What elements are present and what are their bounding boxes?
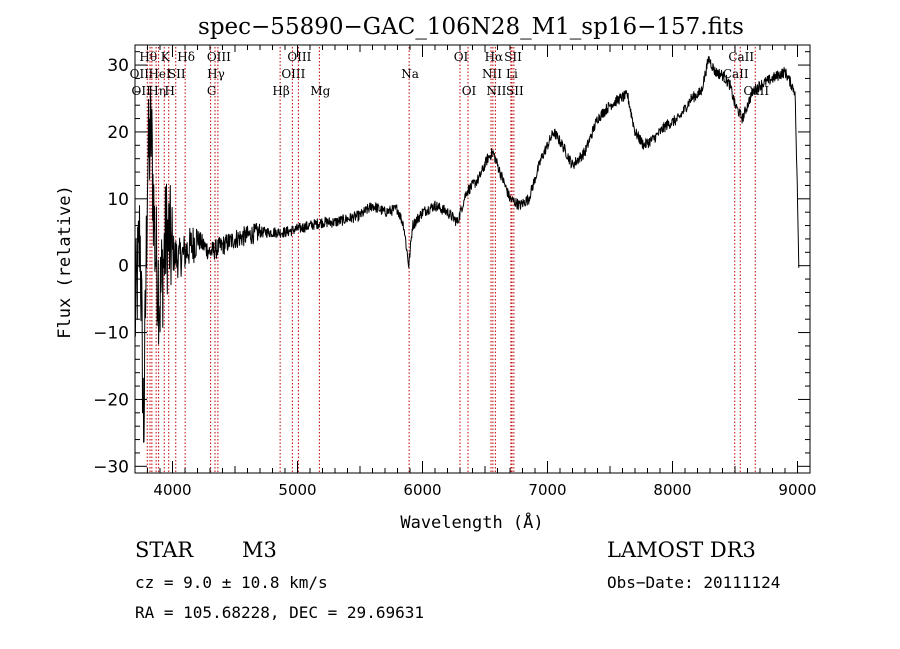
spectrum-line [134,56,800,443]
y-axis-label: Flux (relative) [55,185,75,339]
spectrum-series [134,56,800,443]
observation-date: Obs−Date: 20111124 [607,573,781,592]
x-tick-label: 8000 [653,481,691,499]
line-marker-label: Na [401,67,419,81]
line-marker-label: Hθ [139,50,157,64]
x-axis-label: Wavelength (Å) [400,511,543,533]
line-marker-label: Hη [148,84,166,98]
line-marker-label: OII [132,84,152,98]
line-marker-label: HeI [148,67,171,81]
line-marker-label: Mg [310,84,330,98]
line-marker-label: Hβ [272,84,289,98]
line-marker-label: SII [506,84,524,98]
chart-title: spec−55890−GAC_106N28_M1_sp16−157.fits [198,14,744,40]
line-markers: HθOIIOIIHηHeIKHSIIHδGHγOIIIHβOIIIOIIIMgN… [130,47,769,473]
line-marker-label: Li [506,67,518,81]
y-tick-label: −10 [93,324,129,344]
line-marker-label: CaII [723,67,749,81]
object-subclass: M3 [242,538,277,562]
survey-name: LAMOST DR3 [607,538,756,562]
y-tick-label: 0 [118,257,129,277]
x-tick-label: 9000 [778,481,816,499]
x-tick-label: 6000 [403,481,441,499]
x-tick-label: 7000 [528,481,566,499]
line-marker-label: SII [168,67,186,81]
line-marker-label: OIII [281,67,305,81]
line-marker-label: NII [482,67,502,81]
line-marker-label: OI [454,50,469,64]
line-marker-label: OIII [287,50,311,64]
x-tick-label: 4000 [153,481,191,499]
x-tick-label: 5000 [278,481,316,499]
plot-frame [134,44,811,474]
line-marker-label: Hδ [177,50,195,64]
line-marker-label: SII [504,50,522,64]
line-marker-label: Hγ [207,67,225,81]
line-marker-label: K [161,50,171,64]
line-marker-label: G [207,84,217,98]
y-tick-label: 30 [107,56,129,76]
line-marker-label: CaII [728,50,754,64]
object-class: STAR [135,538,194,562]
axis-ticks: 4000 5000 6000 7000 8000 9000 −30 −20 −10 0 10 20 30 [93,45,817,499]
line-marker-label: OI [462,84,477,98]
redshift-value: cz = 9.0 ± 10.8 km/s [135,573,328,592]
y-tick-label: 20 [107,123,129,143]
y-tick-label: −30 [93,457,129,477]
line-marker-label: NII [486,84,506,98]
line-marker-label: Hα [485,50,504,64]
y-tick-label: −20 [93,390,129,410]
y-tick-label: 10 [107,190,129,210]
line-marker-label: OIII [207,50,231,64]
line-marker-label: H [165,84,175,98]
coordinates: RA = 105.68228, DEC = 29.69631 [135,603,424,622]
